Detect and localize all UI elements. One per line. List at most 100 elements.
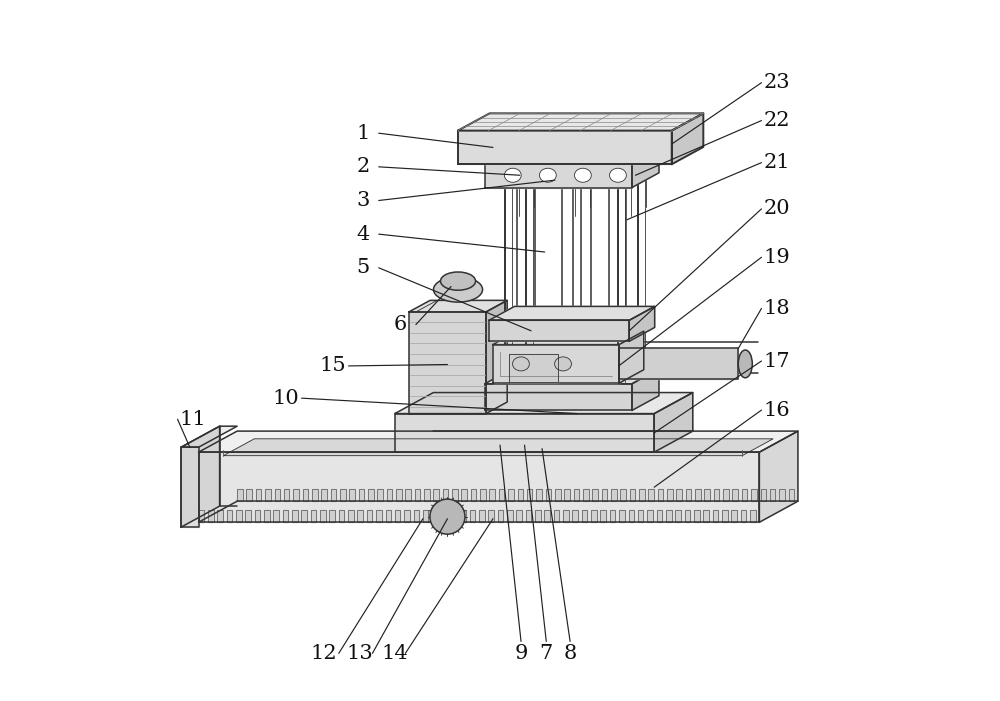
Text: 14: 14	[382, 644, 408, 663]
Polygon shape	[458, 130, 672, 164]
Polygon shape	[583, 489, 589, 501]
Polygon shape	[423, 510, 428, 522]
Polygon shape	[245, 510, 251, 522]
Polygon shape	[526, 510, 531, 522]
Polygon shape	[339, 510, 344, 522]
Polygon shape	[348, 510, 354, 522]
Polygon shape	[544, 510, 550, 522]
Polygon shape	[619, 331, 644, 383]
Polygon shape	[602, 489, 607, 501]
Polygon shape	[723, 489, 729, 501]
Polygon shape	[293, 489, 299, 501]
Polygon shape	[516, 510, 522, 522]
Polygon shape	[630, 489, 635, 501]
Polygon shape	[386, 510, 391, 522]
Polygon shape	[292, 510, 298, 522]
Polygon shape	[275, 489, 280, 501]
Polygon shape	[396, 489, 402, 501]
Polygon shape	[217, 510, 223, 522]
Polygon shape	[591, 510, 597, 522]
Polygon shape	[451, 510, 457, 522]
Polygon shape	[273, 510, 279, 522]
Polygon shape	[486, 301, 507, 414]
Polygon shape	[667, 489, 673, 501]
Polygon shape	[732, 489, 738, 501]
Polygon shape	[376, 510, 382, 522]
Polygon shape	[498, 510, 503, 522]
Polygon shape	[227, 510, 232, 522]
Polygon shape	[357, 510, 363, 522]
Polygon shape	[499, 489, 504, 501]
Polygon shape	[489, 489, 495, 501]
Polygon shape	[485, 149, 659, 163]
Polygon shape	[563, 510, 569, 522]
Polygon shape	[359, 489, 364, 501]
Polygon shape	[470, 510, 475, 522]
Text: 15: 15	[320, 356, 346, 376]
Polygon shape	[479, 510, 485, 522]
Polygon shape	[666, 510, 672, 522]
Polygon shape	[489, 306, 655, 320]
Polygon shape	[460, 510, 466, 522]
Polygon shape	[367, 510, 372, 522]
Polygon shape	[246, 489, 252, 501]
Text: 2: 2	[357, 157, 370, 177]
Text: 10: 10	[273, 388, 300, 408]
Polygon shape	[685, 510, 690, 522]
Polygon shape	[686, 489, 691, 501]
Polygon shape	[620, 489, 626, 501]
Polygon shape	[600, 510, 606, 522]
Polygon shape	[742, 489, 747, 501]
Polygon shape	[199, 452, 759, 522]
Polygon shape	[329, 510, 335, 522]
Polygon shape	[704, 489, 710, 501]
Polygon shape	[208, 510, 214, 522]
Polygon shape	[654, 393, 693, 452]
Polygon shape	[694, 510, 700, 522]
Text: 11: 11	[180, 409, 206, 429]
Polygon shape	[442, 510, 447, 522]
Polygon shape	[415, 489, 420, 501]
Text: 9: 9	[514, 644, 528, 663]
Polygon shape	[638, 510, 643, 522]
Polygon shape	[675, 510, 681, 522]
Text: 13: 13	[346, 644, 373, 663]
Polygon shape	[493, 345, 619, 383]
Polygon shape	[255, 510, 260, 522]
Polygon shape	[237, 489, 243, 501]
Polygon shape	[256, 489, 261, 501]
Text: 5: 5	[357, 258, 370, 278]
Ellipse shape	[574, 168, 591, 182]
Text: 19: 19	[764, 247, 790, 267]
Text: 1: 1	[357, 123, 370, 143]
Polygon shape	[770, 489, 775, 501]
Polygon shape	[672, 114, 703, 164]
Polygon shape	[458, 114, 703, 130]
Polygon shape	[485, 369, 659, 384]
Polygon shape	[639, 489, 645, 501]
Polygon shape	[409, 301, 507, 312]
Polygon shape	[564, 489, 570, 501]
Polygon shape	[751, 489, 757, 501]
Polygon shape	[284, 489, 289, 501]
Polygon shape	[722, 510, 728, 522]
Polygon shape	[554, 510, 559, 522]
Polygon shape	[471, 489, 476, 501]
Ellipse shape	[504, 168, 521, 182]
Polygon shape	[265, 489, 271, 501]
Text: 6: 6	[394, 315, 407, 334]
Polygon shape	[395, 393, 693, 414]
Polygon shape	[572, 510, 578, 522]
Polygon shape	[432, 510, 438, 522]
Polygon shape	[377, 489, 383, 501]
Polygon shape	[632, 369, 659, 410]
Polygon shape	[488, 510, 494, 522]
Polygon shape	[404, 510, 410, 522]
Polygon shape	[535, 510, 541, 522]
Polygon shape	[368, 489, 374, 501]
Polygon shape	[508, 489, 514, 501]
Polygon shape	[507, 510, 513, 522]
Polygon shape	[331, 489, 336, 501]
Polygon shape	[414, 510, 419, 522]
Polygon shape	[181, 426, 220, 527]
